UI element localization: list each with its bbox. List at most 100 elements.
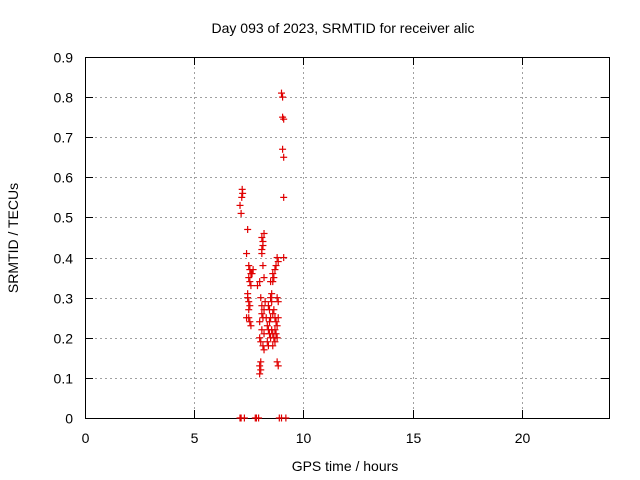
data-point: [273, 254, 281, 262]
data-point: [257, 358, 265, 366]
data-point: [245, 314, 253, 322]
data-point: [267, 294, 275, 302]
data-point: [249, 266, 257, 274]
data-point: [267, 278, 275, 286]
data-point: [280, 193, 288, 201]
data-point: [257, 366, 265, 374]
data-point: [244, 290, 252, 298]
y-tick-label: 0.1: [54, 371, 74, 387]
data-point: [273, 294, 281, 302]
data-point: [258, 302, 266, 310]
y-axis-label: SRMTID / TECUs: [5, 183, 21, 293]
data-point: [237, 209, 245, 217]
data-point: [247, 322, 255, 330]
data-point: [258, 310, 266, 318]
points-layer: [236, 89, 290, 422]
y-tick-label: 0.6: [54, 170, 74, 186]
data-point: [268, 290, 276, 298]
data-point: [244, 225, 252, 233]
data-point: [280, 153, 288, 161]
data-point: [274, 298, 282, 306]
x-axis-label: GPS time / hours: [292, 458, 399, 474]
x-tick-label: 5: [191, 430, 199, 446]
plot-frame: [85, 57, 610, 419]
data-point: [258, 326, 266, 334]
data-point: [265, 318, 273, 326]
data-point: [258, 250, 266, 258]
x-tick-label: 0: [82, 430, 90, 446]
data-point: [259, 262, 267, 270]
data-point: [258, 234, 266, 241]
data-point: [245, 306, 253, 314]
data-point: [248, 270, 256, 278]
data-point: [263, 338, 271, 346]
y-tick-label: 0.8: [54, 90, 74, 106]
data-point: [274, 258, 282, 266]
data-point: [274, 362, 282, 370]
data-point: [256, 362, 264, 370]
y-tick-label: 0.2: [54, 331, 74, 347]
data-point: [246, 302, 254, 310]
data-point: [256, 334, 264, 342]
data-point: [273, 358, 281, 366]
data-point: [273, 322, 281, 330]
data-point: [272, 262, 280, 270]
data-point: [246, 318, 254, 326]
data-point: [253, 282, 261, 290]
data-point: [256, 370, 264, 378]
data-point: [271, 338, 279, 346]
data-point: [257, 294, 265, 302]
data-point: [256, 278, 264, 286]
y-tick-label: 0: [65, 411, 73, 427]
data-point: [240, 414, 248, 422]
data-point: [271, 326, 279, 334]
data-point: [272, 318, 280, 326]
data-point: [270, 334, 278, 342]
data-point: [247, 282, 255, 290]
data-point: [282, 414, 290, 422]
axis-layer: 0 0.1 0.2 0.3 0.4 0.5 0.6 0.7 0.8 0.9 0 5 10 15 20: [54, 50, 610, 446]
data-point: [245, 298, 253, 306]
data-point: [246, 278, 254, 286]
data-point: [245, 274, 253, 282]
data-point: [238, 193, 246, 201]
data-point: [257, 338, 265, 346]
y-tick-label: 0.9: [54, 50, 74, 66]
data-point: [270, 274, 278, 282]
x-tick-label: 15: [406, 430, 422, 446]
data-point: [271, 266, 279, 274]
x-tick-label: 10: [296, 430, 312, 446]
data-point: [274, 314, 282, 322]
data-point: [260, 274, 268, 282]
data-point: [260, 229, 268, 237]
x-tick-label: 20: [515, 430, 531, 446]
y-tick-label: 0.7: [54, 130, 74, 146]
data-point: [239, 189, 247, 197]
data-point: [260, 346, 268, 354]
data-point: [269, 342, 277, 350]
grid-layer: [85, 57, 609, 418]
data-point: [268, 298, 276, 306]
data-point: [259, 242, 267, 250]
data-point: [243, 250, 251, 258]
y-tick-label: 0.5: [54, 210, 74, 226]
data-point: [245, 262, 253, 270]
y-tick-label: 0.3: [54, 291, 74, 307]
data-point: [279, 93, 287, 101]
data-point: [280, 254, 288, 262]
data-point: [236, 201, 244, 209]
data-point: [261, 298, 269, 306]
data-point: [269, 310, 277, 318]
data-point: [263, 322, 271, 330]
data-point: [264, 302, 272, 310]
data-point: [255, 414, 263, 422]
data-point: [256, 318, 264, 326]
chart-title: Day 093 of 2023, SRMTID for receiver ali…: [212, 20, 475, 36]
data-point: [279, 145, 287, 153]
y-tick-label: 0.4: [54, 251, 74, 267]
data-point: [272, 330, 280, 338]
data-point: [280, 115, 288, 123]
data-point: [270, 306, 278, 314]
